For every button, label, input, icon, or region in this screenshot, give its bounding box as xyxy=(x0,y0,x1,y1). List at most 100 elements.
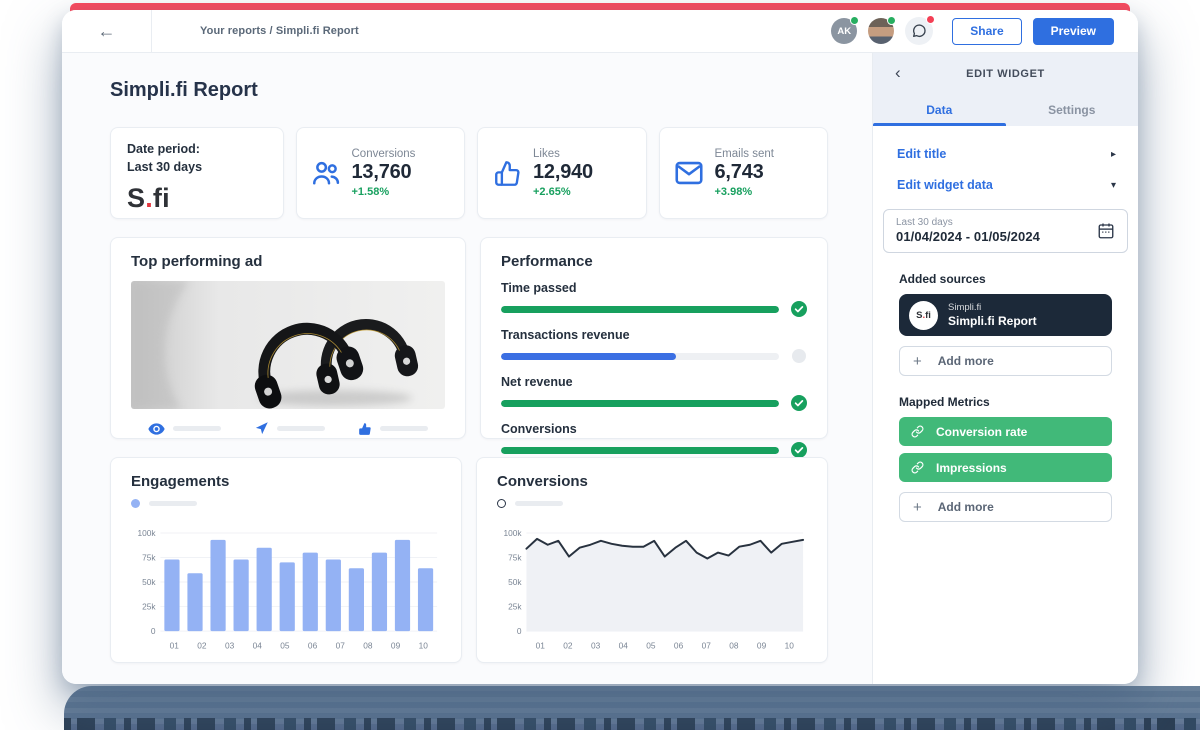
metric-label: Impressions xyxy=(936,460,1007,475)
kpi-delta: +1.58% xyxy=(351,186,390,198)
progress-track xyxy=(501,446,779,454)
legend-placeholder-pill xyxy=(149,501,197,506)
progress-fill xyxy=(501,352,677,360)
progress-fill xyxy=(501,446,779,454)
decorative-bottom-band xyxy=(64,686,1200,730)
kpi-row: Date period: Last 30 days S.fi Conversio… xyxy=(110,127,828,219)
progress-track xyxy=(501,305,779,313)
page-title: Simpli.fi Report xyxy=(110,79,258,101)
added-sources-label: Added sources xyxy=(899,272,986,286)
metric-chip-impressions[interactable]: Impressions xyxy=(899,453,1112,482)
date-range-picker[interactable]: Last 30 days 01/04/2024 - 01/05/2024 xyxy=(883,209,1128,253)
edit-widget-data-row[interactable]: Edit widget data ▾ xyxy=(873,178,1138,192)
chart-legend xyxy=(131,499,441,508)
topbar-actions: AK Share Preview xyxy=(831,15,1138,45)
date-preset-label: Last 30 days xyxy=(896,217,953,228)
tab-settings[interactable]: Settings xyxy=(1048,103,1096,117)
svg-text:08: 08 xyxy=(363,641,373,651)
link-icon xyxy=(911,425,924,438)
notification-badge xyxy=(926,15,936,24)
add-metric-button[interactable]: + Add more xyxy=(899,492,1112,522)
panel-body: Edit title ▸ Edit widget data ▾ Last 30 … xyxy=(873,126,1138,684)
progress-fill xyxy=(501,305,779,313)
svg-text:06: 06 xyxy=(308,641,318,651)
views-stat xyxy=(148,422,221,435)
svg-text:25k: 25k xyxy=(508,602,522,612)
metric-chip-conversion-rate[interactable]: Conversion rate xyxy=(899,417,1112,446)
performance-row-label: Net revenue xyxy=(501,375,573,389)
online-badge xyxy=(850,16,860,25)
preview-button[interactable]: Preview xyxy=(1032,17,1114,45)
thumbs-up-icon xyxy=(492,160,522,187)
kpi-card-likes: Likes 12,940 +2.65% xyxy=(477,127,647,219)
add-source-button[interactable]: + Add more xyxy=(899,346,1112,376)
app-window: ← Your reports / Simpli.fi Report AK Sha… xyxy=(62,10,1138,684)
engagements-chart-card: Engagements 100k 75k 50k 25k 0 01 02 03 04 05 06 07… xyxy=(110,457,462,663)
chevron-right-icon: ▸ xyxy=(1110,148,1116,160)
kpi-delta: +2.65% xyxy=(533,186,571,198)
svg-text:50k: 50k xyxy=(508,577,522,587)
back-button[interactable]: ← xyxy=(62,10,152,52)
svg-text:04: 04 xyxy=(619,641,629,651)
add-more-label: Add more xyxy=(937,500,994,514)
ad-image-headphones xyxy=(131,281,445,409)
kpi-label: Likes xyxy=(533,148,560,160)
status-icon xyxy=(791,442,807,458)
top-performing-ad-card: Top performing ad xyxy=(110,237,466,439)
panel-back-chevron-icon[interactable]: ‹ xyxy=(895,62,901,82)
kpi-card-emails-sent: Emails sent 6,743 +3.98% xyxy=(658,127,828,219)
kpi-card-date-period: Date period: Last 30 days S.fi xyxy=(110,127,284,219)
kpi-value: 12,940 xyxy=(533,161,593,183)
svg-text:50k: 50k xyxy=(142,577,156,587)
kpi-value: 13,760 xyxy=(351,161,412,183)
progress-fill xyxy=(501,399,779,407)
edit-title-row[interactable]: Edit title ▸ xyxy=(873,147,1138,161)
kpi-delta: +3.98% xyxy=(714,186,753,198)
chevron-down-icon: ▾ xyxy=(1110,179,1116,191)
chat-button[interactable] xyxy=(905,15,936,45)
top-bar: ← Your reports / Simpli.fi Report AK Sha… xyxy=(62,10,1138,53)
chart-legend xyxy=(497,499,807,508)
add-more-label: Add more xyxy=(937,354,994,368)
engagements-bar-chart: 100k 75k 50k 25k 0 01 02 03 04 05 06 07 08 09 10 xyxy=(137,528,438,651)
back-arrow-icon: ← xyxy=(97,21,116,41)
svg-text:01: 01 xyxy=(536,641,546,651)
placeholder-pill xyxy=(380,426,429,431)
performance-card: Performance Time passed Transactions rev… xyxy=(480,237,828,458)
share-button[interactable]: Share xyxy=(952,17,1022,45)
svg-text:01: 01 xyxy=(170,641,180,651)
avatar-initials[interactable]: AK xyxy=(831,16,860,44)
tab-data[interactable]: Data xyxy=(873,94,1006,126)
placeholder-pill xyxy=(276,426,325,431)
svg-text:09: 09 xyxy=(391,641,401,651)
source-report-name: Simpli.fi Report xyxy=(948,314,1037,328)
likes-stat xyxy=(358,422,429,436)
performance-row-label: Conversions xyxy=(501,422,577,436)
online-badge xyxy=(887,16,897,25)
svg-text:75k: 75k xyxy=(142,552,156,562)
avatar-photo[interactable] xyxy=(868,16,897,44)
card-title: Performance xyxy=(501,253,593,270)
performance-row: Conversions xyxy=(501,422,807,458)
status-icon xyxy=(791,348,807,364)
performance-row: Net revenue xyxy=(501,375,807,411)
progress-track xyxy=(501,352,779,360)
plus-icon: + xyxy=(913,498,922,516)
svg-text:03: 03 xyxy=(591,641,601,651)
svg-text:0: 0 xyxy=(151,626,156,636)
kpi-value: 6,743 xyxy=(714,161,764,183)
send-arrow-icon xyxy=(255,422,268,435)
svg-text:75k: 75k xyxy=(508,552,522,562)
legend-dot xyxy=(497,499,506,508)
kpi-label: Emails sent xyxy=(714,148,774,160)
panel-tabs: Data Settings xyxy=(873,94,1138,126)
kpi-label: Conversions xyxy=(351,148,416,160)
svg-text:100k: 100k xyxy=(137,528,156,538)
status-icon xyxy=(791,395,807,411)
source-card-simplifi[interactable]: S. fi Simpli.fi Simpli.fi Report xyxy=(899,294,1112,336)
svg-text:100k: 100k xyxy=(503,528,522,538)
card-title: Top performing ad xyxy=(131,253,263,270)
status-icon xyxy=(791,301,807,317)
svg-text:07: 07 xyxy=(336,641,346,651)
people-icon xyxy=(311,159,341,187)
